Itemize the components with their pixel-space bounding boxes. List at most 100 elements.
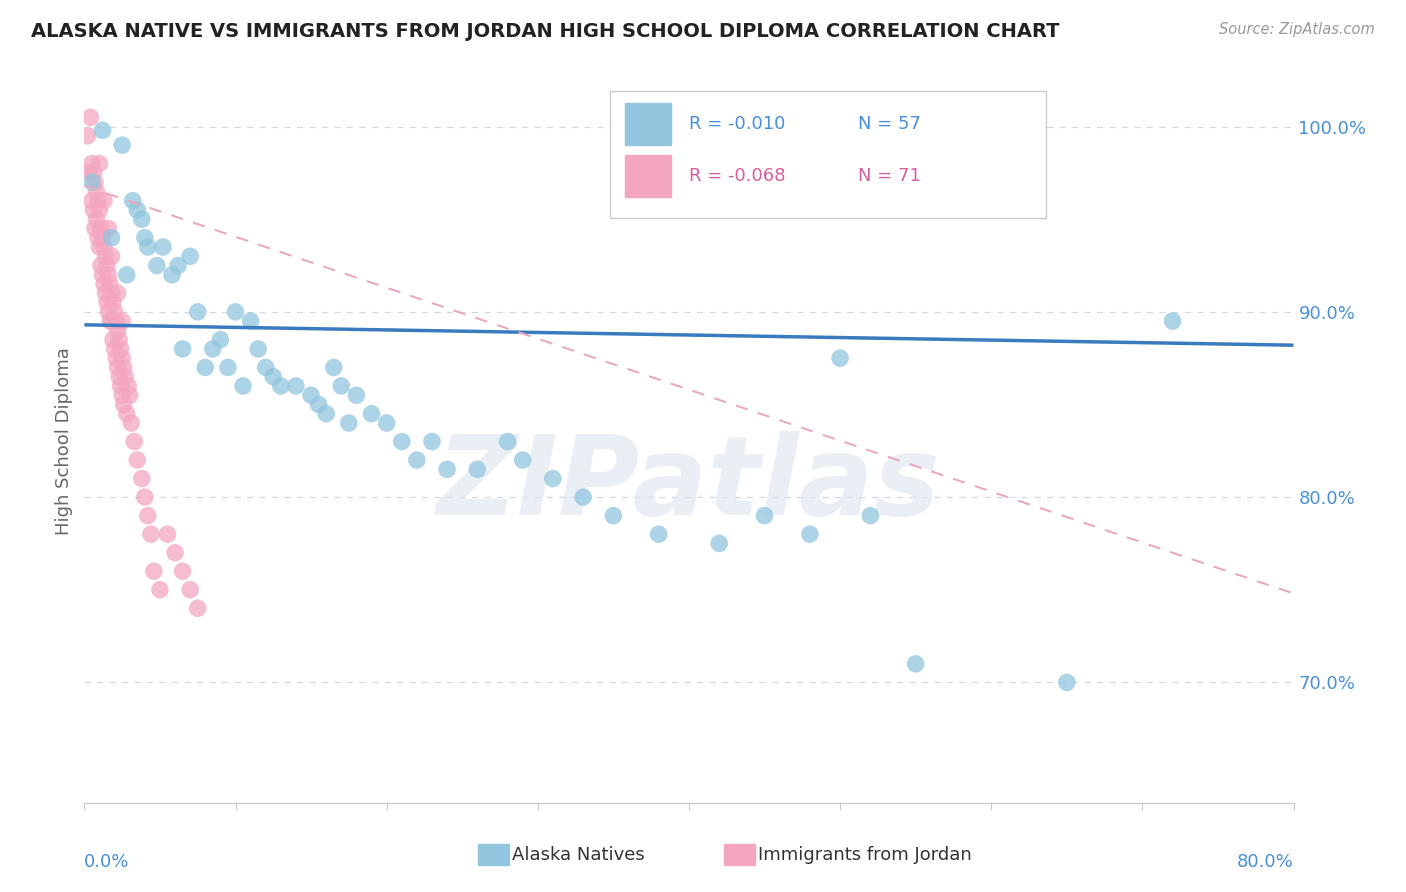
- Point: [87, 231, 110, 245]
- Point: [859, 508, 882, 523]
- Point: [108, 333, 131, 347]
- Text: Alaska Natives: Alaska Natives: [512, 846, 644, 863]
- Point: [80, 175, 103, 189]
- Point: [80, 156, 103, 170]
- Point: [165, 546, 187, 560]
- Point: [107, 323, 129, 337]
- Point: [101, 295, 124, 310]
- Point: [115, 407, 138, 421]
- Point: [82, 202, 104, 217]
- Point: [87, 194, 110, 208]
- Point: [107, 360, 129, 375]
- Point: [100, 314, 122, 328]
- Point: [104, 305, 127, 319]
- Point: [82, 166, 104, 180]
- Point: [136, 508, 159, 523]
- Point: [105, 314, 128, 328]
- Point: [160, 268, 183, 282]
- Point: [112, 397, 135, 411]
- Point: [121, 194, 143, 208]
- Point: [270, 379, 292, 393]
- Point: [97, 305, 120, 319]
- Point: [187, 305, 209, 319]
- Point: [111, 314, 134, 328]
- Point: [330, 379, 353, 393]
- Point: [420, 434, 443, 449]
- Point: [93, 277, 115, 291]
- Text: Immigrants from Jordan: Immigrants from Jordan: [758, 846, 972, 863]
- Bar: [624, 103, 671, 145]
- Point: [172, 342, 194, 356]
- Text: ZIPatlas: ZIPatlas: [437, 432, 941, 539]
- Point: [100, 231, 122, 245]
- Point: [77, 166, 100, 180]
- Point: [122, 434, 145, 449]
- Point: [152, 240, 174, 254]
- Point: [100, 249, 122, 263]
- Point: [308, 397, 330, 411]
- Point: [111, 351, 134, 366]
- Point: [127, 202, 149, 217]
- Point: [406, 453, 429, 467]
- Point: [86, 212, 108, 227]
- Point: [127, 453, 149, 467]
- Point: [201, 342, 224, 356]
- Point: [187, 601, 209, 615]
- Point: [105, 351, 128, 366]
- Point: [107, 286, 129, 301]
- Point: [110, 342, 132, 356]
- Point: [709, 536, 731, 550]
- Point: [496, 434, 519, 449]
- Point: [134, 490, 156, 504]
- Point: [1056, 675, 1078, 690]
- Point: [179, 249, 201, 263]
- Point: [96, 295, 118, 310]
- Point: [120, 416, 142, 430]
- Text: 0.0%: 0.0%: [84, 854, 129, 871]
- Bar: [624, 155, 671, 197]
- Y-axis label: High School Diploma: High School Diploma: [55, 348, 73, 535]
- Point: [322, 360, 344, 375]
- Point: [94, 286, 117, 301]
- Point: [91, 231, 114, 245]
- Point: [391, 434, 413, 449]
- Point: [142, 564, 165, 578]
- Point: [209, 333, 232, 347]
- Point: [93, 240, 115, 254]
- Point: [98, 277, 121, 291]
- Point: [112, 360, 135, 375]
- Point: [467, 462, 489, 476]
- Point: [360, 407, 382, 421]
- Point: [79, 111, 101, 125]
- Point: [572, 490, 595, 504]
- Point: [84, 221, 107, 235]
- Point: [225, 305, 247, 319]
- Point: [90, 259, 112, 273]
- Point: [89, 156, 111, 170]
- Point: [115, 268, 138, 282]
- Point: [110, 379, 132, 393]
- Point: [179, 582, 201, 597]
- Point: [541, 472, 564, 486]
- Point: [217, 360, 239, 375]
- Point: [156, 527, 179, 541]
- Point: [94, 249, 117, 263]
- Point: [139, 527, 162, 541]
- Point: [146, 259, 169, 273]
- Point: [167, 259, 190, 273]
- Point: [830, 351, 852, 366]
- Point: [89, 202, 111, 217]
- Point: [118, 388, 141, 402]
- Point: [108, 369, 131, 384]
- Point: [111, 388, 134, 402]
- Point: [299, 388, 322, 402]
- Point: [436, 462, 458, 476]
- Point: [104, 342, 127, 356]
- Point: [134, 231, 156, 245]
- Text: N = 71: N = 71: [858, 168, 921, 186]
- Point: [131, 212, 153, 227]
- Point: [337, 416, 360, 430]
- Point: [512, 453, 534, 467]
- FancyBboxPatch shape: [610, 91, 1046, 218]
- Point: [84, 175, 107, 189]
